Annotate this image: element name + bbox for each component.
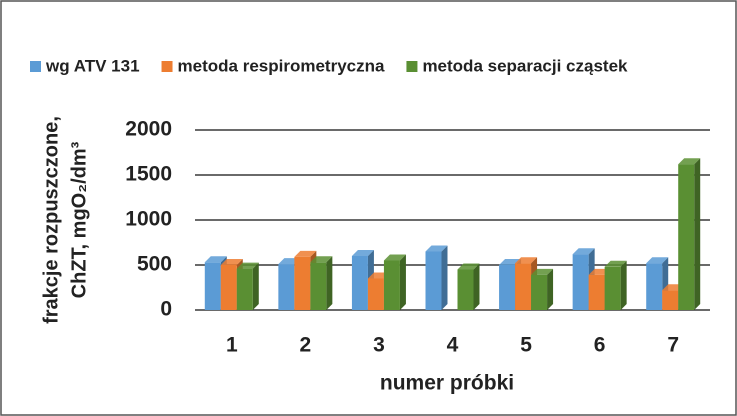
bar [604, 266, 621, 310]
bar [457, 269, 474, 310]
y-tick-label: 1000 [125, 208, 172, 231]
bar [278, 264, 295, 310]
bar-top [425, 245, 448, 252]
x-tick-label: 4 [447, 334, 459, 357]
bar [515, 263, 532, 310]
bar-top [646, 257, 669, 264]
bar [351, 256, 368, 310]
bar [499, 265, 516, 310]
bar-top [515, 257, 538, 264]
legend-label: metoda respirometryczna [178, 56, 385, 75]
bar-top [678, 158, 701, 165]
bar [662, 290, 679, 310]
bar-side [620, 260, 627, 310]
bar-side [326, 256, 333, 310]
legend-swatch [161, 61, 173, 72]
bar [236, 268, 253, 310]
bar-top [457, 263, 480, 270]
bar-top [204, 256, 227, 263]
legend-label: wg ATV 131 [45, 56, 140, 75]
y-tick-label: 0 [160, 298, 172, 321]
bar-side [547, 268, 554, 310]
bar [383, 260, 400, 310]
bar-top [220, 259, 243, 265]
bar-top [383, 254, 406, 261]
bar-top [604, 260, 627, 267]
bar [220, 265, 237, 310]
bar [367, 278, 384, 310]
y-tick-label: 1500 [125, 163, 172, 186]
bar-top [351, 250, 374, 256]
x-tick-label: 1 [226, 334, 238, 357]
bar [310, 262, 327, 310]
bar [572, 254, 589, 310]
x-tick-label: 7 [667, 334, 679, 357]
y-tick-label: 500 [137, 253, 172, 276]
x-axis-title: numer próbki [380, 372, 514, 395]
bar [294, 256, 311, 310]
bar [588, 274, 605, 310]
bar [204, 262, 221, 310]
bar-side [399, 254, 406, 310]
y-tick-label: 2000 [125, 118, 172, 141]
x-tick-label: 3 [373, 334, 385, 357]
bar-top [236, 262, 259, 269]
legend-label: metoda separacji cząstek [422, 56, 628, 75]
legend-swatch [406, 61, 418, 72]
bar [678, 164, 695, 310]
y-axis-title: frakcje rozpuszczone, [40, 116, 62, 324]
bar [646, 263, 663, 310]
bar-top [294, 250, 317, 257]
y-axis-title: ChZT, mgO₂/dm³ [68, 141, 90, 298]
bar-side [694, 158, 701, 310]
x-tick-label: 5 [520, 334, 532, 357]
bar-side [252, 262, 259, 310]
bar-top [531, 268, 554, 275]
legend-swatch [30, 61, 41, 72]
bar [531, 274, 548, 310]
x-tick-label: 6 [594, 334, 606, 357]
x-tick-label: 2 [300, 334, 312, 357]
bar-top [310, 256, 333, 263]
bar-side [473, 263, 480, 310]
bar-side [441, 245, 448, 310]
bar-top [572, 248, 595, 255]
bar [425, 251, 442, 310]
